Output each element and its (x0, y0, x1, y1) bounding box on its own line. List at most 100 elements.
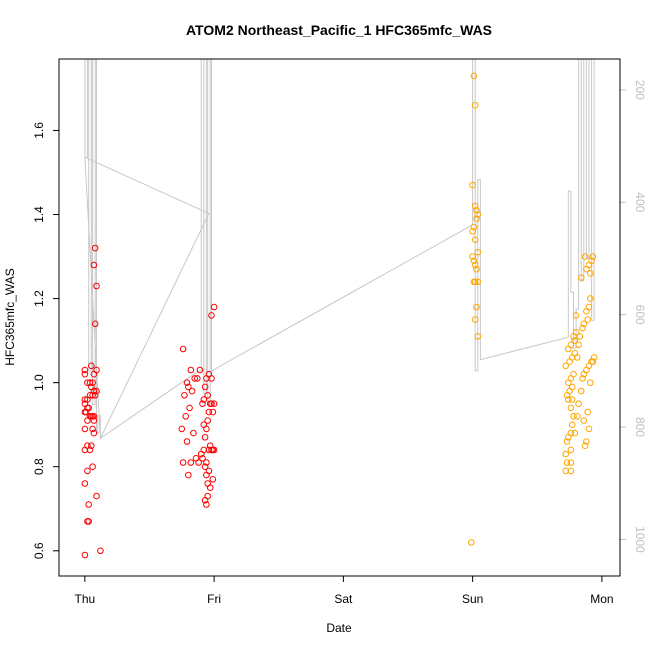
data-point (93, 387, 100, 395)
data-point (179, 459, 187, 466)
x-tick-label: Thu (75, 592, 96, 606)
y2-tick-label: 1000 (633, 526, 647, 553)
data-point (194, 375, 201, 382)
data-point (195, 459, 202, 466)
data-point (81, 396, 89, 403)
data-point (588, 257, 595, 265)
data-point (81, 425, 89, 433)
data-point (567, 341, 575, 349)
data-point (90, 261, 98, 269)
data-point (89, 379, 96, 387)
data-point (90, 413, 98, 420)
x-tick-label: Sat (334, 592, 353, 606)
data-points-layer (81, 72, 598, 559)
data-point (183, 379, 191, 387)
data-point (90, 429, 98, 437)
data-point (469, 228, 476, 235)
data-point (201, 383, 209, 391)
data-point (181, 392, 188, 399)
data-point (567, 446, 575, 454)
data-point (81, 480, 89, 487)
data-point (201, 434, 209, 441)
data-point (584, 316, 592, 323)
data-point (93, 492, 100, 500)
data-point (470, 72, 478, 80)
data-point (468, 539, 475, 546)
y2-tick-label: 400 (633, 192, 647, 212)
data-point (88, 383, 95, 391)
chart-title: ATOM2 Northeast_Pacific_1 HFC365mfc_WAS (186, 22, 492, 38)
data-point (580, 320, 588, 328)
data-point (583, 438, 590, 445)
data-point (577, 274, 585, 281)
data-point (471, 316, 479, 323)
data-point (199, 400, 206, 408)
data-point (182, 413, 189, 420)
y2-tick-label: 800 (633, 417, 647, 437)
data-point (590, 354, 598, 361)
data-point (208, 312, 215, 319)
data-point (210, 400, 218, 408)
data-point (85, 404, 92, 412)
data-point (203, 459, 210, 466)
data-point (471, 202, 479, 210)
data-point (562, 362, 570, 370)
data-point (585, 303, 593, 311)
x-tick-label: Fri (207, 592, 221, 606)
data-point (91, 392, 99, 399)
data-point (209, 476, 217, 483)
data-point (85, 518, 92, 525)
data-point (474, 211, 482, 218)
y-tick-label: 1.6 (32, 122, 46, 139)
data-point (201, 463, 209, 471)
data-point (575, 400, 582, 408)
y-axis-label: HFC365mfc_WAS (3, 268, 17, 366)
data-point (84, 442, 91, 450)
x-tick-label: Mon (590, 592, 613, 606)
y-tick-label: 1.2 (32, 290, 46, 307)
x-axis-label: Date (326, 621, 352, 635)
data-point (563, 438, 571, 445)
data-point (473, 215, 480, 222)
data-point (471, 261, 479, 269)
data-point (565, 396, 572, 403)
data-point (185, 471, 192, 479)
data-point (571, 429, 579, 437)
data-point (574, 413, 581, 420)
data-point (568, 383, 576, 391)
data-point (469, 253, 476, 260)
data-point (206, 484, 214, 492)
data-point (581, 442, 589, 450)
data-point (91, 320, 99, 328)
data-point (203, 501, 210, 508)
plot-frame (58, 58, 621, 577)
data-point (577, 387, 585, 395)
data-point (93, 282, 100, 290)
data-point (210, 303, 218, 311)
data-point (470, 223, 478, 231)
data-point (471, 278, 479, 286)
data-point (200, 446, 208, 454)
data-point (471, 101, 479, 109)
data-point (179, 345, 187, 353)
data-point (88, 442, 95, 450)
data-point (178, 425, 186, 433)
data-point (81, 370, 89, 378)
data-point (470, 257, 478, 265)
data-point (587, 379, 594, 387)
data-point (474, 278, 482, 286)
data-point (205, 467, 213, 475)
data-point (572, 312, 580, 319)
data-point (204, 417, 211, 424)
data-point (563, 459, 571, 466)
data-point (567, 404, 575, 412)
data-point (469, 181, 476, 189)
data-point (567, 467, 575, 475)
data-point (474, 249, 482, 256)
data-point (587, 295, 594, 302)
data-point (81, 551, 89, 559)
data-point (91, 244, 99, 252)
data-point (581, 253, 589, 260)
data-point (474, 333, 482, 340)
